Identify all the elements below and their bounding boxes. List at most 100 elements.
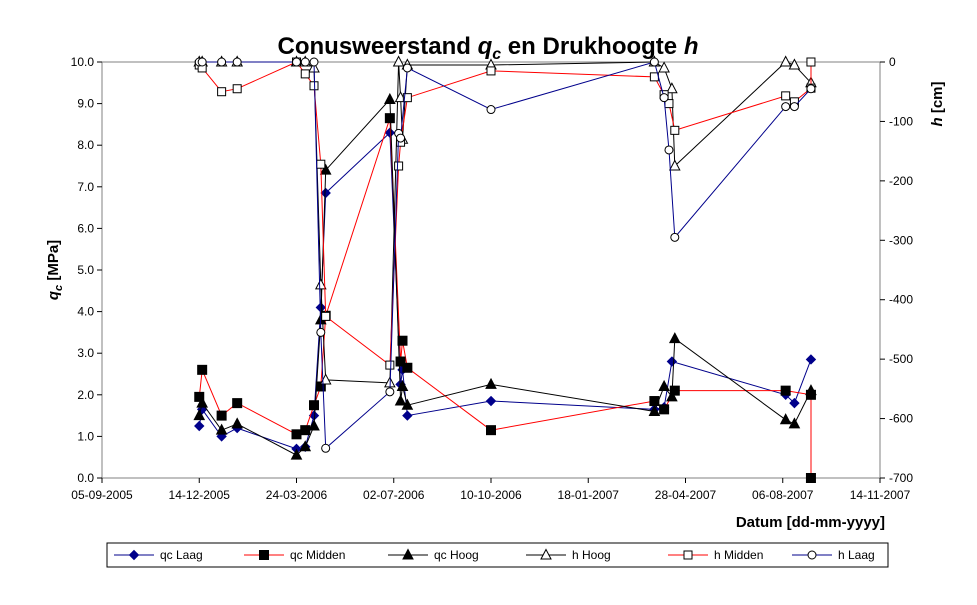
data-point-qc-hoog	[396, 379, 409, 391]
chart-title-part: Conusweerstand	[278, 33, 478, 60]
data-point-qc-hoog	[485, 377, 497, 389]
y-right-tick-label: -300	[889, 233, 913, 247]
data-point-h-midden	[300, 69, 310, 79]
data-point-qc-midden	[659, 404, 670, 415]
data-point-h-hoog	[668, 159, 681, 171]
legend-box	[106, 542, 889, 568]
x-tick-label: 10-10-2006	[460, 488, 522, 502]
data-point-h-laag	[197, 57, 207, 67]
y-right-tick-label: 0	[889, 55, 896, 69]
chart-title: Conusweerstand qc en Drukhoogte h	[278, 33, 699, 63]
legend-marker-qc-laag	[128, 549, 140, 561]
data-point-qc-hoog	[319, 163, 332, 175]
legend-label-h-laag: h Laag	[838, 548, 875, 562]
data-point-qc-laag	[485, 395, 497, 407]
data-point-qc-hoog	[384, 92, 396, 104]
legend-marker-h-laag	[807, 550, 817, 560]
data-point-qc-laag	[194, 420, 205, 432]
data-point-h-hoog	[788, 58, 801, 70]
y-left-axis-label: qc [MPa]	[45, 240, 65, 300]
y-left-tick-label: 10.0	[71, 55, 95, 69]
y-left-tick-label: 2.0	[77, 388, 94, 402]
legend-label-qc-midden: qc Midden	[290, 548, 345, 562]
data-point-h-midden	[385, 360, 395, 370]
legend-label-h-midden: h Midden	[714, 548, 763, 562]
y-right-tick-label: -700	[889, 471, 913, 485]
y-left-tick-label: 5.0	[77, 263, 94, 277]
data-point-qc-midden	[291, 429, 302, 440]
data-point-qc-hoog	[779, 413, 792, 425]
series-qc-hoog	[193, 92, 817, 460]
legend-marker-qc-hoog	[402, 548, 414, 560]
data-point-qc-midden	[194, 391, 205, 402]
y-left-tick-label: 4.0	[77, 305, 94, 319]
x-tick-label: 14-11-2007	[850, 488, 911, 502]
data-point-qc-hoog	[215, 423, 228, 435]
data-point-qc-laag	[402, 410, 413, 421]
data-point-h-laag	[385, 387, 395, 397]
legend: qc Laag qc Midden qc Hoog h Hoog h Midden h L…	[106, 542, 889, 568]
data-point-qc-hoog	[658, 379, 670, 391]
chart-title-part: h	[684, 33, 699, 60]
data-point-qc-hoog	[648, 404, 661, 416]
x-tick-label: 05-09-2005	[71, 488, 133, 502]
x-tick-label: 14-12-2005	[169, 488, 231, 502]
data-point-h-hoog	[779, 55, 792, 67]
data-point-h-midden	[394, 161, 404, 171]
y-left-tick-label: 0.0	[77, 471, 94, 485]
legend-label-qc-hoog: qc Hoog	[434, 548, 479, 562]
data-point-qc-laag	[805, 354, 817, 365]
data-point-qc-laag	[320, 187, 331, 199]
data-point-qc-midden	[402, 362, 413, 373]
y-right-axis-label-part: h	[929, 117, 946, 126]
y-left-tick-label: 8.0	[77, 138, 94, 152]
data-point-h-laag	[806, 84, 816, 94]
data-point-qc-hoog	[666, 390, 678, 402]
data-point-qc-midden	[669, 385, 680, 396]
data-point-h-midden	[402, 93, 412, 103]
series-h-laag	[194, 57, 816, 453]
data-point-qc-midden	[232, 398, 243, 409]
data-point-h-laag	[402, 63, 412, 73]
data-point-h-laag	[292, 57, 301, 67]
data-point-qc-midden	[309, 400, 320, 411]
data-point-h-midden	[321, 311, 331, 321]
data-point-qc-hoog	[231, 417, 244, 429]
data-point-h-midden	[316, 159, 326, 169]
y-left-axis-label-part: c	[53, 285, 65, 291]
legend-marker-h-midden	[683, 550, 693, 560]
data-point-h-laag	[649, 57, 659, 67]
x-tick-label: 28-04-2007	[655, 488, 717, 502]
data-point-h-laag	[789, 102, 799, 112]
data-point-h-laag	[300, 57, 310, 67]
y-right-axis-label: h [cm]	[929, 81, 946, 126]
data-point-h-hoog	[392, 55, 405, 67]
y-right-tick-label: -200	[889, 174, 913, 188]
x-tick-label: 06-08-2007	[752, 488, 814, 502]
y-left-axis-label-part: q	[45, 291, 62, 300]
data-point-h-midden	[781, 91, 791, 101]
data-point-qc-midden	[486, 425, 496, 436]
data-point-qc-hoog	[193, 409, 206, 421]
x-tick-label: 18-01-2007	[558, 488, 620, 502]
data-point-qc-hoog	[788, 417, 801, 429]
y-left-tick-label: 3.0	[77, 346, 94, 360]
y-right-tick-label: -100	[889, 114, 913, 128]
data-point-qc-midden	[384, 113, 395, 124]
data-point-h-midden	[217, 87, 227, 97]
x-tick-label: 24-03-2006	[266, 488, 328, 502]
data-point-h-laag	[670, 232, 680, 242]
data-point-qc-laag	[384, 127, 396, 138]
y-right-tick-label: -600	[889, 412, 913, 426]
data-point-qc-hoog	[308, 419, 320, 431]
data-point-qc-hoog	[394, 394, 407, 406]
data-point-h-laag	[316, 327, 326, 337]
data-point-h-hoog	[666, 82, 678, 94]
y-right-tick-label: -400	[889, 293, 913, 307]
y-left-tick-label: 7.0	[77, 180, 94, 194]
chart-title-part: c	[492, 46, 501, 63]
data-point-qc-midden	[397, 335, 408, 346]
data-point-qc-midden	[197, 364, 208, 375]
data-point-h-laag	[659, 93, 669, 103]
data-point-h-laag	[781, 102, 791, 112]
